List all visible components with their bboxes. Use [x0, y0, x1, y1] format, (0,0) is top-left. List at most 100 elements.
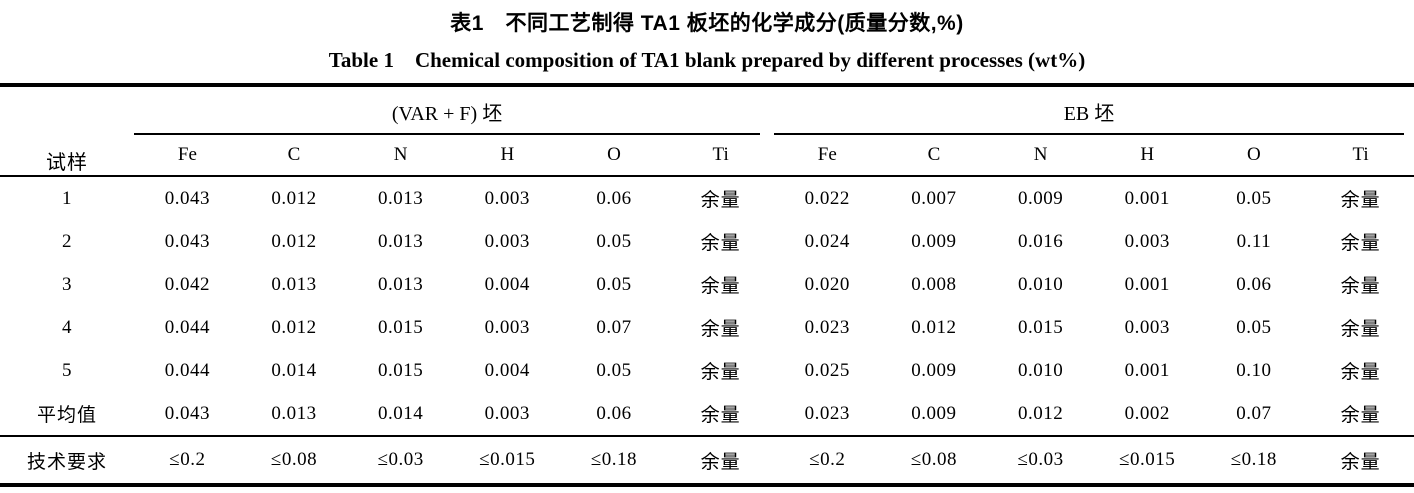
table-cell: ≤0.18	[1230, 449, 1277, 470]
table-cell: 0.013	[378, 230, 424, 252]
table-cell: 0.007	[911, 187, 957, 209]
table-cell: 0.013	[271, 402, 317, 424]
table-cell: 0.003	[484, 230, 530, 252]
group-header-varf-label: (VAR + F) 坯	[134, 97, 760, 135]
group-header-eb-label: EB 坯	[773, 97, 1404, 135]
table-cell: 0.001	[1124, 273, 1170, 295]
column-header-eb-h: H	[1140, 144, 1155, 165]
table-cell: 0.05	[596, 230, 632, 252]
table-cell: ≤0.08	[270, 449, 318, 470]
table-cell: 0.05	[1236, 316, 1272, 338]
row-label: 2	[62, 230, 73, 252]
table-cell: 0.044	[164, 359, 210, 381]
table-cell: ≤0.015	[1119, 449, 1176, 470]
table-cell: 0.015	[378, 359, 424, 381]
table-row-requirement: 技术要求 ≤0.2 ≤0.08 ≤0.03 ≤0.015 ≤0.18 余量 ≤0…	[0, 436, 1414, 485]
table-row: 1 0.043 0.012 0.013 0.003 0.06 余量 0.022 …	[0, 176, 1414, 220]
table-cell: 0.012	[1017, 402, 1064, 424]
column-header-varf-n: N	[393, 144, 408, 165]
column-header-sample: 试样	[46, 152, 89, 174]
table-cell: 0.012	[271, 230, 317, 252]
table-row: 3 0.042 0.013 0.013 0.004 0.05 余量 0.020 …	[0, 263, 1414, 306]
table-cell: 余量	[700, 451, 741, 473]
table-cell: 0.009	[911, 402, 957, 424]
group-header-varf: (VAR + F) 坯	[134, 85, 774, 135]
table-cell: 0.003	[484, 402, 530, 424]
table-cell: 0.024	[804, 230, 850, 252]
table-cell: 0.013	[378, 187, 424, 209]
table-cell: 0.009	[1017, 187, 1064, 209]
table-cell: 0.003	[484, 316, 530, 338]
composition-table: 试样 (VAR + F) 坯 EB 坯 Fe C N H O Ti Fe C N…	[0, 83, 1414, 487]
table-cell: 余量	[1340, 319, 1381, 340]
table-cell: 0.023	[804, 316, 850, 338]
row-label: 技术要求	[27, 451, 108, 473]
table-cell: 0.010	[1017, 273, 1064, 295]
table-cell: 余量	[700, 319, 741, 340]
table-cell: 0.016	[1017, 230, 1064, 252]
table-cell: 0.004	[484, 359, 530, 381]
row-label: 4	[62, 316, 73, 338]
table-cell: 0.010	[1017, 359, 1064, 381]
table-cell: ≤0.2	[809, 449, 846, 470]
column-header-varf-fe: Fe	[177, 144, 197, 165]
table-cell: 0.06	[596, 187, 632, 209]
column-header-eb-o: O	[1246, 144, 1261, 165]
table-cell: 0.012	[911, 316, 957, 338]
table-cell: 0.042	[164, 273, 210, 295]
table-caption-en: Table 1 Chemical composition of TA1 blan…	[328, 48, 1086, 72]
row-label: 平均值	[37, 405, 98, 426]
table-cell: 余量	[1340, 405, 1381, 426]
table-cell: 0.07	[596, 316, 632, 338]
table-cell: 0.10	[1236, 359, 1272, 381]
table-cell: 余量	[700, 362, 741, 383]
table-row: 2 0.043 0.012 0.013 0.003 0.05 余量 0.024 …	[0, 220, 1414, 263]
table-cell: 0.07	[1236, 402, 1272, 424]
table-cell: 0.043	[164, 187, 210, 209]
table-cell: 余量	[1340, 276, 1381, 297]
table-cell: 0.003	[1124, 316, 1170, 338]
table-cell: 0.013	[271, 273, 317, 295]
table-cell: 余量	[1340, 451, 1381, 473]
row-label: 1	[62, 187, 73, 209]
table-cell: 0.023	[804, 402, 850, 424]
column-header-varf-h: H	[500, 144, 515, 165]
table-row-average: 平均值 0.043 0.013 0.014 0.003 0.06 余量 0.02…	[0, 392, 1414, 436]
table-row: 4 0.044 0.012 0.015 0.003 0.07 余量 0.023 …	[0, 306, 1414, 349]
table-cell: 0.001	[1124, 187, 1170, 209]
table-cell: 0.025	[804, 359, 850, 381]
table-cell: 0.004	[484, 273, 530, 295]
column-header-varf-ti: Ti	[712, 144, 729, 165]
table-cell: 余量	[1340, 190, 1381, 211]
table-cell: 0.043	[164, 230, 210, 252]
table-cell: 0.022	[804, 187, 850, 209]
row-label: 5	[62, 359, 73, 381]
column-header-varf-o: O	[607, 144, 621, 165]
table-cell: ≤0.015	[479, 449, 536, 470]
table-cell: 0.013	[378, 273, 424, 295]
table-cell: 0.003	[484, 187, 530, 209]
table-cell: 0.002	[1124, 402, 1170, 424]
table-row: 5 0.044 0.014 0.015 0.004 0.05 余量 0.025 …	[0, 349, 1414, 392]
table-cell: 0.015	[1017, 316, 1064, 338]
table-cell: 0.06	[596, 402, 632, 424]
table-cell: ≤0.03	[377, 449, 424, 470]
table-cell: 0.05	[1236, 187, 1272, 209]
table-cell: 0.06	[1236, 273, 1272, 295]
table-cell: 余量	[1340, 233, 1381, 254]
table-cell: 余量	[700, 233, 741, 254]
column-header-eb-c: C	[927, 144, 941, 165]
table-cell: 0.044	[164, 316, 210, 338]
table-cell: ≤0.03	[1017, 449, 1064, 470]
table-cell: 0.012	[271, 316, 317, 338]
table-cell: 余量	[700, 190, 741, 211]
table-cell: 0.043	[164, 402, 210, 424]
table-cell: 0.008	[911, 273, 957, 295]
row-label: 3	[62, 273, 73, 295]
table-cell: 0.001	[1124, 359, 1170, 381]
column-header-eb-n: N	[1033, 144, 1048, 165]
group-header-eb: EB 坯	[773, 85, 1414, 135]
table-cell: ≤0.18	[590, 449, 638, 470]
group-header-row: 试样 (VAR + F) 坯 EB 坯	[0, 85, 1414, 174]
